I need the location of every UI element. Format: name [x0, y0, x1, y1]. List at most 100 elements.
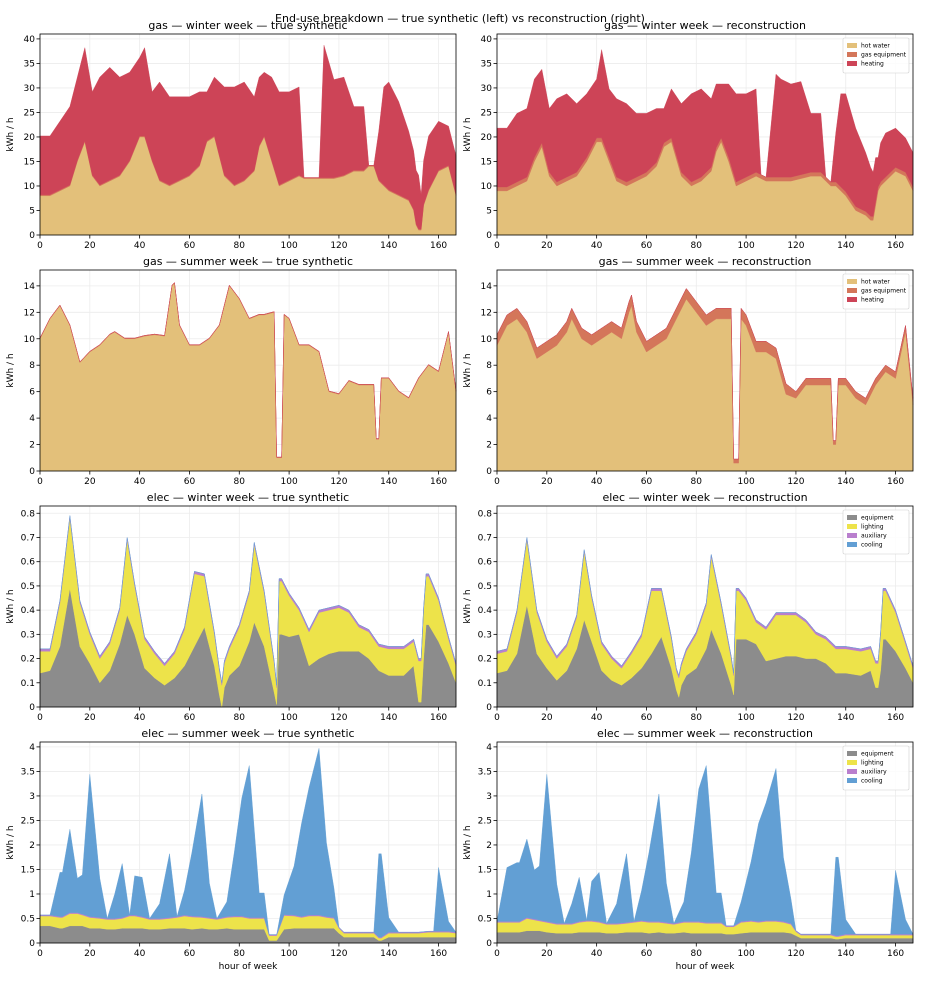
legend-swatch [847, 279, 857, 284]
x-tick-label: 80 [691, 713, 703, 723]
y-tick-label: 25 [24, 108, 35, 118]
axes-frame [496, 269, 914, 472]
y-axis-label: kWh / h [463, 117, 473, 151]
subplot-title: gas — summer week — true synthetic [143, 255, 353, 268]
y-axis-label: kWh / h [6, 825, 16, 859]
legend: hot water gas equipment heating [842, 37, 910, 74]
subplot-title: gas — summer week — reconstruction [599, 255, 812, 268]
x-tick-label: 0 [494, 949, 500, 959]
y-tick-label: 0 [486, 939, 492, 949]
y-tick-label: 0 [29, 467, 35, 477]
y-tick-label: 2 [29, 841, 35, 851]
legend-box [842, 273, 910, 310]
y-tick-label: 6 [29, 388, 35, 398]
y-tick-label: 5 [486, 206, 492, 216]
subplot-7: 0 20 40 60 80 100 120 140 160 0 0.5 1 1.5 2 2.5 3 3.5 4 el… [463, 727, 914, 972]
x-tick-label: 20 [541, 713, 553, 723]
x-tick-label: 0 [494, 477, 500, 487]
y-tick-label: 2.5 [21, 816, 35, 826]
legend-label: auxiliary [861, 533, 887, 540]
x-tick-label: 100 [738, 949, 755, 959]
subplot-1: 0 20 40 60 80 100 120 140 160 0 5 10 15 20 25 30 35 40 gas… [463, 19, 914, 251]
x-tick-label: 40 [591, 713, 603, 723]
y-tick-label: 0.4 [478, 606, 493, 616]
subplot-2: 0 20 40 60 80 100 120 140 160 0 2 4 6 8 10 12 14 gas — su… [6, 255, 457, 487]
y-tick-label: 4 [29, 743, 35, 753]
y-tick-label: 0.5 [21, 582, 35, 592]
y-tick-label: 0.1 [478, 679, 492, 689]
x-tick-label: 120 [330, 477, 347, 487]
y-tick-label: 1 [29, 890, 35, 900]
legend-box [842, 745, 910, 791]
y-tick-label: 0.5 [478, 582, 492, 592]
legend-label: cooling [861, 778, 883, 785]
y-tick-label: 0.7 [478, 533, 492, 543]
x-tick-label: 160 [430, 713, 447, 723]
y-axis-label: kWh / h [6, 353, 16, 387]
legend: equipment lighting auxiliary cooling [842, 509, 910, 555]
area-hot-water [39, 283, 457, 472]
x-tick-label: 0 [494, 713, 500, 723]
y-tick-label: 15 [24, 157, 35, 167]
x-tick-label: 0 [37, 241, 43, 251]
y-tick-label: 10 [481, 335, 493, 345]
y-tick-label: 0.8 [21, 509, 36, 519]
x-tick-label: 140 [380, 949, 397, 959]
y-tick-label: 2 [486, 841, 492, 851]
y-axis-label: kWh / h [463, 589, 473, 623]
y-tick-label: 20 [481, 133, 493, 143]
y-tick-label: 40 [24, 35, 36, 45]
y-tick-label: 0.5 [478, 914, 492, 924]
subplot-3: 0 20 40 60 80 100 120 140 160 0 2 4 6 8 10 12 14 gas — su… [463, 255, 914, 487]
x-tick-label: 100 [281, 241, 298, 251]
x-axis-label: hour of week [219, 962, 278, 972]
x-tick-label: 160 [887, 241, 904, 251]
x-tick-label: 60 [184, 713, 196, 723]
y-axis-label: kWh / h [463, 353, 473, 387]
x-tick-label: 40 [591, 241, 603, 251]
legend-swatch [847, 515, 857, 520]
legend-label: hot water [861, 43, 890, 50]
y-tick-label: 0.6 [478, 558, 493, 568]
y-tick-label: 0 [486, 231, 492, 241]
subplot-6: 0 20 40 60 80 100 120 140 160 0 0.5 1 1.5 2 2.5 3 3.5 4 el… [6, 727, 457, 972]
x-tick-label: 100 [738, 713, 755, 723]
y-tick-label: 5 [29, 206, 35, 216]
legend: equipment lighting auxiliary cooling [842, 745, 910, 791]
x-tick-label: 0 [37, 949, 43, 959]
legend-swatch [847, 61, 857, 66]
x-tick-label: 100 [738, 477, 755, 487]
panels: 0 20 40 60 80 100 120 140 1600510152025303540gas… [6, 19, 914, 972]
y-tick-label: 0.2 [21, 655, 35, 665]
subplot-5: 0 20 40 60 80 100 120 140 160 0 0.1 0.2 0.3 0.4 0.5 0.6… [463, 491, 914, 723]
legend-label: lighting [861, 524, 884, 531]
y-axis-label: kWh / h [6, 589, 16, 623]
legend-swatch [847, 288, 857, 293]
x-tick-label: 20 [84, 477, 96, 487]
y-tick-label: 0.6 [21, 558, 36, 568]
y-tick-label: 0 [486, 467, 492, 477]
legend-box [842, 37, 910, 74]
y-tick-label: 10 [24, 182, 36, 192]
x-tick-label: 60 [184, 241, 196, 251]
y-tick-label: 10 [481, 182, 493, 192]
y-tick-label: 3 [486, 792, 492, 802]
y-tick-label: 15 [481, 157, 492, 167]
x-tick-label: 160 [887, 713, 904, 723]
x-tick-label: 80 [234, 241, 246, 251]
x-tick-label: 80 [691, 477, 703, 487]
axes-frame [39, 741, 457, 944]
legend-swatch [847, 542, 857, 547]
subplot-title: elec — winter week — true synthetic [147, 491, 349, 504]
y-tick-label: 0.4 [21, 606, 36, 616]
y-tick-label: 4 [486, 414, 492, 424]
y-tick-label: 0 [29, 231, 35, 241]
subplot-title: gas — winter week — true synthetic [148, 19, 347, 32]
legend-swatch [847, 297, 857, 302]
y-tick-label: 0.3 [478, 630, 492, 640]
legend-swatch [847, 760, 857, 765]
x-tick-label: 160 [887, 949, 904, 959]
area-cooling [496, 765, 914, 936]
x-tick-label: 0 [494, 241, 500, 251]
